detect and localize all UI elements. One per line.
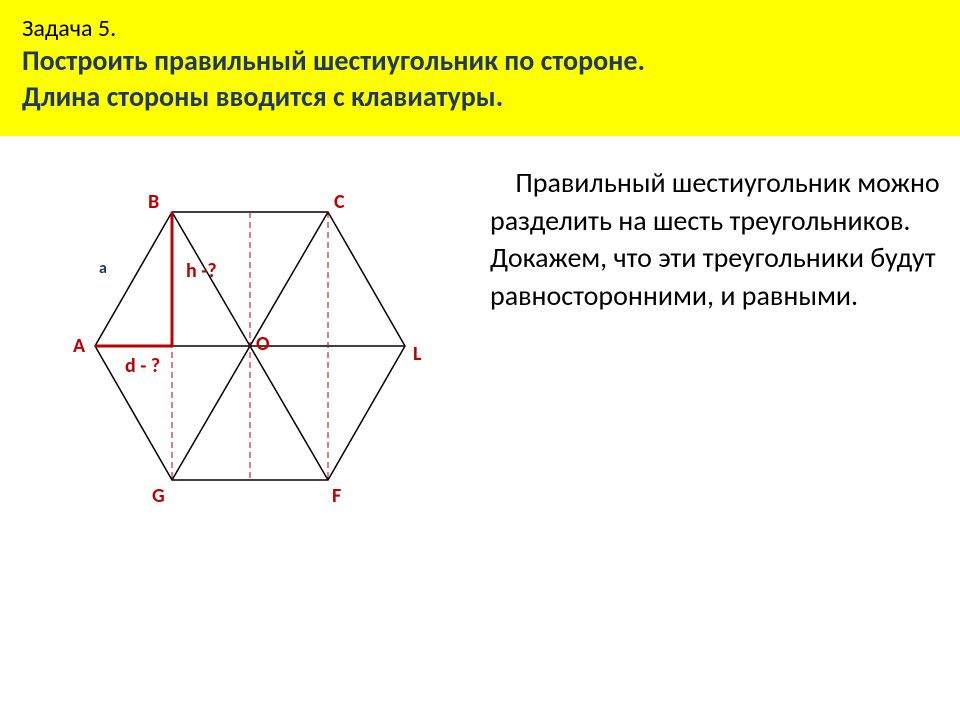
- vertex-label-l: L: [413, 342, 421, 366]
- problem-label: Задача 5.: [22, 14, 940, 43]
- hexagon-diagram: A B C L F G O h -? d - ? a: [30, 156, 450, 576]
- body-indent: [490, 165, 515, 200]
- problem-title: Построить правильный шестиугольник по ст…: [22, 43, 940, 116]
- diagram-column: A B C L F G O h -? d - ? a: [30, 156, 480, 576]
- body-content: Правильный шестиугольник можно разделить…: [490, 165, 940, 313]
- vertex-label-g: G: [152, 484, 165, 508]
- distance-label-d: d - ?: [125, 354, 160, 378]
- title-line-1: Построить правильный шестиугольник по ст…: [22, 43, 645, 78]
- vertex-label-a: A: [73, 334, 85, 358]
- vertex-label-c: C: [334, 190, 345, 214]
- title-line-2: Длина стороны вводится с клавиатуры.: [22, 79, 503, 114]
- side-label-a: a: [99, 259, 107, 278]
- vertex-label-f: F: [332, 484, 341, 508]
- vertex-label-b: B: [148, 190, 159, 214]
- content-row: A B C L F G O h -? d - ? a Правильный ше…: [0, 136, 960, 576]
- title-block: Задача 5. Построить правильный шестиугол…: [0, 0, 960, 136]
- hexagon-svg: [30, 156, 450, 576]
- height-label-h: h -?: [186, 259, 217, 283]
- text-column: Правильный шестиугольник можно разделить…: [480, 156, 940, 576]
- center-label-o: O: [256, 332, 270, 356]
- body-text: Правильный шестиугольник можно разделить…: [490, 164, 940, 315]
